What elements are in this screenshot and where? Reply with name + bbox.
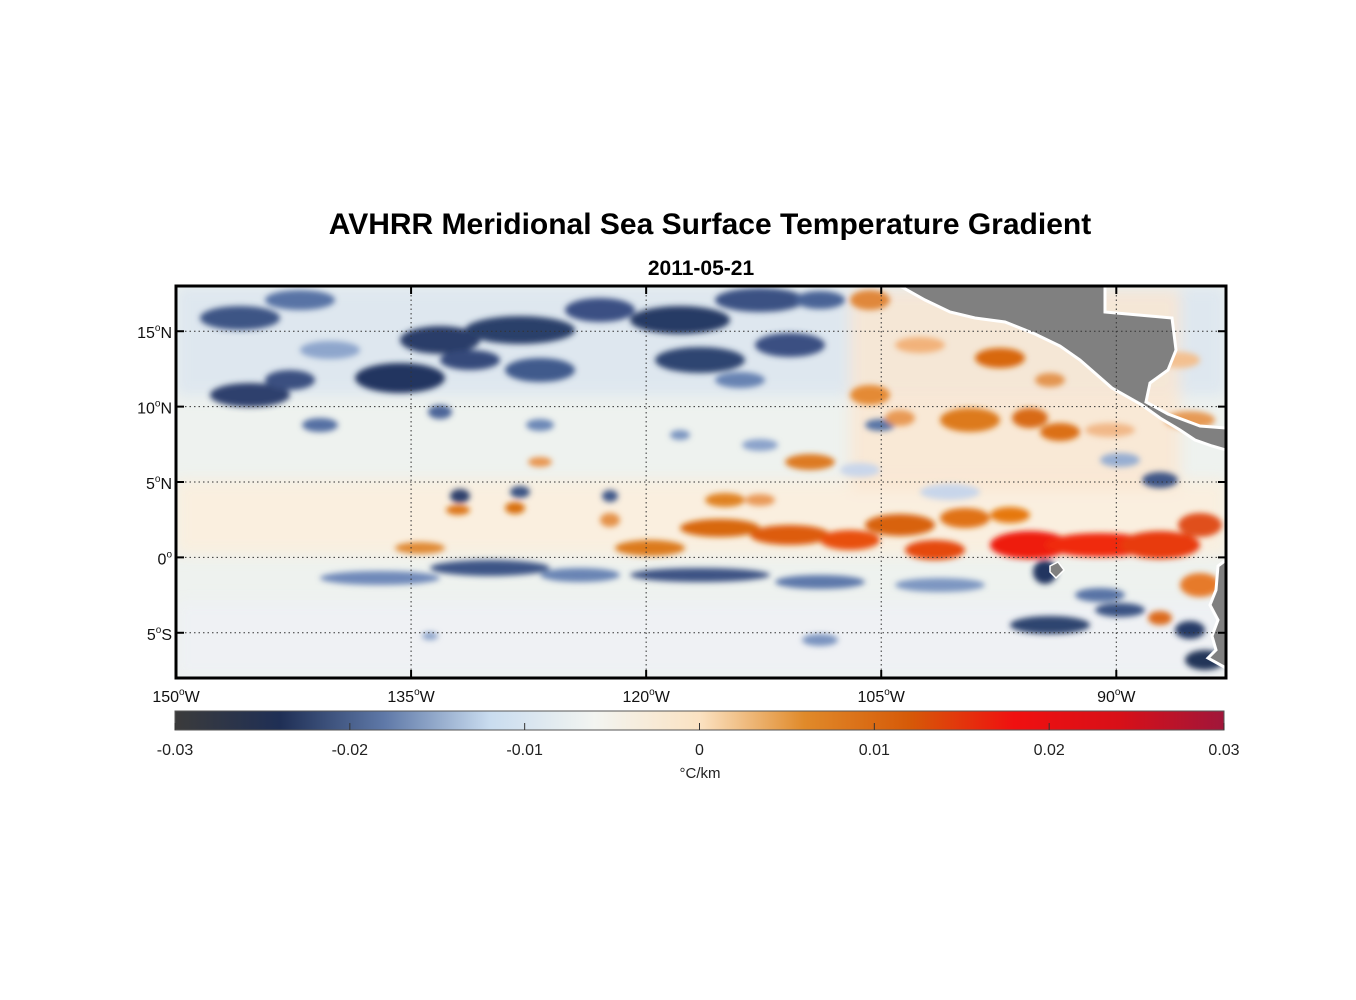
lon-label-3: 105oW [858, 687, 906, 706]
colorbar-tick-label-5: 0.02 [1034, 742, 1065, 759]
lon-label-2: 120oW [622, 687, 670, 706]
longitude-labels: 150oW 135oW 120oW 105oW 90oW [152, 687, 1136, 706]
map-tick-marks [175, 286, 1226, 678]
lon-label-1: 135oW [387, 687, 435, 706]
colorbar-tick-label-1: -0.02 [332, 742, 369, 759]
colorbar-ticks: -0.03 -0.02 -0.01 0 0.01 0.02 0.03 [157, 723, 1240, 759]
lat-label-1: 10oN [137, 399, 172, 418]
lat-label-2: 5oN [146, 474, 172, 493]
lat-label-0: 15oN [137, 323, 172, 342]
colorbar-tick-label-6: 0.03 [1208, 742, 1239, 759]
figure-title: AVHRR Meridional Sea Surface Temperature… [329, 208, 1091, 241]
lat-label-4: 5oS [147, 625, 172, 644]
land-central-america [896, 286, 1226, 452]
figure-subtitle: 2011-05-21 [648, 257, 755, 280]
land-masses [896, 286, 1226, 670]
lat-label-3: 0o [158, 549, 173, 568]
lon-label-0: 150oW [152, 687, 200, 706]
colorbar-tick-label-4: 0.01 [859, 742, 890, 759]
land-galapagos [1049, 561, 1065, 580]
lon-label-4: 90oW [1097, 687, 1136, 706]
land-south-america [1205, 558, 1226, 670]
colorbar-tick-label-0: -0.03 [157, 742, 194, 759]
colorbar-tick-label-2: -0.01 [506, 742, 543, 759]
colorbar-unit-label: °C/km [680, 765, 721, 782]
colorbar-tick-label-3: 0 [695, 742, 704, 759]
latitude-labels: 15oN 10oN 5oN 0o 5oS [137, 323, 172, 644]
